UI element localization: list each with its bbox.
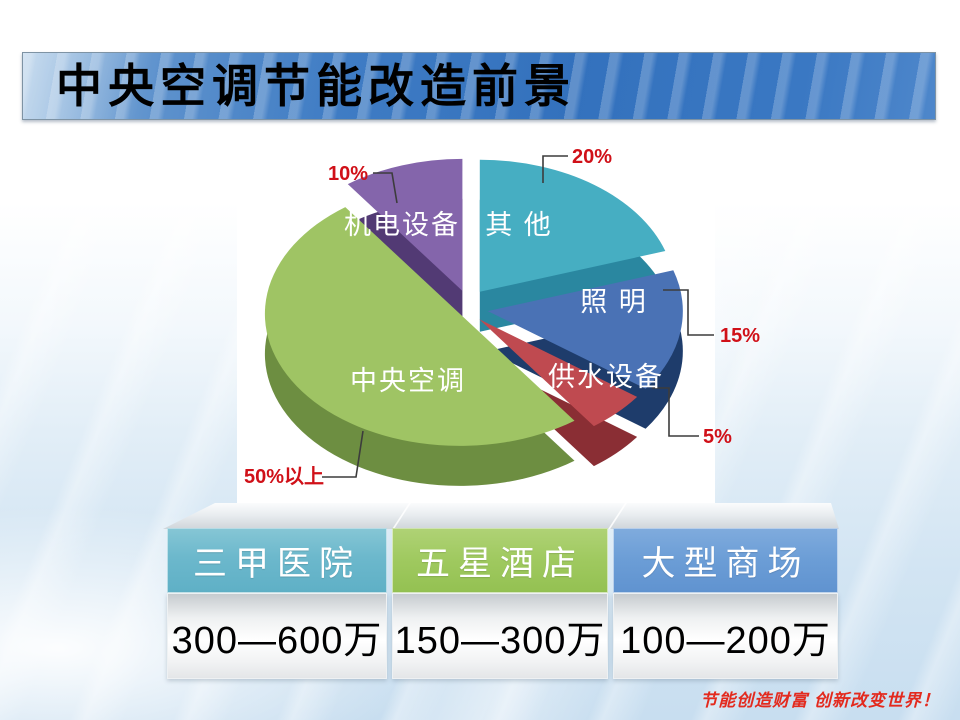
slice-label-central-ac: 中央空调: [350, 366, 466, 396]
callout-line-lighting: [663, 289, 714, 336]
slice-label-water: 供水设备: [548, 362, 664, 392]
pie-slice-others-top: [479, 159, 666, 292]
pie-slice-lighting-top: [487, 270, 683, 389]
slice-label-lighting: 照 明: [580, 287, 648, 317]
callout-line-electromech: [373, 172, 398, 204]
table-header-mall: 大型商场: [613, 528, 838, 593]
footer-slogan: 节能创造财富 创新改变世界！: [700, 691, 940, 710]
table-col-hospital: 三甲医院 300—600万: [167, 528, 387, 679]
callout-line-others: [542, 155, 568, 183]
slice-label-others: 其 他: [485, 210, 553, 240]
percent-label-others: 20%: [572, 146, 612, 168]
table-header-hotel: 五星酒店: [392, 528, 608, 593]
page-title: 中央空调节能改造前景: [56, 60, 576, 112]
table-3d-seam: [608, 503, 627, 529]
percent-label-central-ac: 50%以上: [244, 465, 324, 488]
percent-label-electromech: 10%: [328, 163, 368, 185]
table-value-mall: 100—200万: [613, 593, 838, 679]
callout-line-water: [652, 387, 699, 437]
table-col-mall: 大型商场 100—200万: [613, 528, 838, 679]
pie-slice-electromech-top: [347, 158, 463, 291]
callout-line-central-ac: [322, 430, 364, 478]
slice-label-electromech: 机电设备: [344, 210, 460, 240]
pie-slice-central-ac-top: [264, 207, 575, 446]
title-bar: 中央空调节能改造前景: [22, 52, 936, 120]
table-3d-top: [163, 503, 839, 529]
table-value-hotel: 150—300万: [392, 593, 608, 679]
table-value-hospital: 300—600万: [167, 593, 387, 679]
pie-slice-water-top: [479, 319, 638, 427]
table-3d-seam: [392, 503, 411, 529]
table-header-hospital: 三甲医院: [167, 528, 387, 593]
percent-label-lighting: 15%: [720, 325, 760, 347]
percent-label-water: 5%: [703, 426, 732, 448]
table-col-hotel: 五星酒店 150—300万: [392, 528, 608, 679]
